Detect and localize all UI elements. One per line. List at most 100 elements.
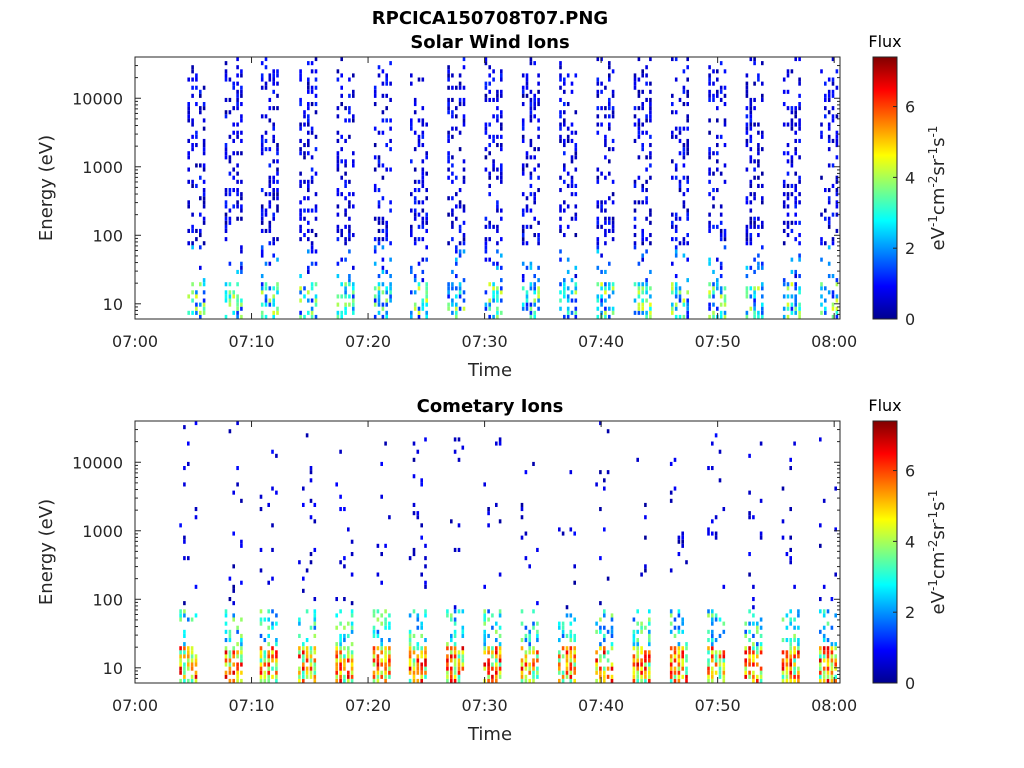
spectrogram-cell [637, 290, 641, 295]
spectrogram-cell [183, 646, 186, 651]
spectrogram-cell [649, 143, 652, 148]
x-tick-label: 07:50 [695, 332, 741, 351]
spectrogram-cell [377, 228, 381, 233]
spectrogram-cell [352, 192, 355, 197]
spectrogram-cell [752, 597, 755, 602]
spectrogram-cell [224, 61, 228, 66]
spectrogram-cell [451, 179, 454, 184]
spectrogram-cell [781, 486, 785, 491]
spectrogram-cell [420, 572, 423, 577]
spectrogram-cell [498, 670, 502, 675]
spectrogram-cell [573, 646, 576, 651]
spectrogram-cell [191, 65, 194, 70]
spectrogram-cell [603, 678, 606, 683]
spectrogram-cell [782, 89, 786, 94]
spectrogram-cell [183, 425, 186, 430]
spectrogram-cell [424, 670, 427, 675]
spectrogram-cell [377, 188, 381, 193]
spectrogram-cell [797, 678, 800, 683]
spectrogram-cell [644, 670, 647, 675]
spectrogram-cell [199, 89, 202, 94]
spectrogram-cell [712, 196, 715, 201]
spectrogram-cell [820, 257, 823, 262]
spectrogram-cell [267, 650, 270, 655]
spectrogram-cell [447, 290, 450, 295]
spectrogram-cell [559, 114, 562, 119]
spectrogram-cell [276, 237, 279, 242]
spectrogram-cell [187, 646, 190, 651]
x-tick-label: 08:00 [811, 332, 857, 351]
spectrogram-cell [352, 282, 355, 287]
spectrogram-cell [380, 580, 383, 585]
spectrogram-cell [716, 93, 719, 98]
spectrogram-cell [310, 175, 314, 180]
spectrogram-cell [348, 93, 351, 98]
spectrogram-cell [380, 670, 383, 675]
spectrogram-cell [674, 274, 678, 279]
spectrogram-cell [388, 658, 391, 663]
spectrogram-cell [648, 662, 651, 667]
spectrogram-cell [194, 662, 198, 667]
spectrogram-cell [260, 73, 264, 78]
spectrogram-cell [299, 73, 302, 78]
spectrogram-cell [641, 106, 644, 111]
x-tick-label: 07:40 [578, 332, 624, 351]
spectrogram-cell [714, 670, 718, 675]
spectrogram-cell [559, 97, 562, 102]
spectrogram-cell [608, 286, 611, 291]
spectrogram-cell [488, 257, 491, 262]
spectrogram-cell [389, 208, 392, 213]
spectrogram-cell [819, 662, 822, 667]
spectrogram-cell [574, 73, 578, 78]
spectrogram-cell [532, 666, 535, 671]
spectrogram-cell [794, 151, 797, 156]
spectrogram-cell [232, 654, 235, 659]
spectrogram-cell [561, 629, 565, 634]
spectrogram-cell [381, 216, 385, 221]
spectrogram-cell [343, 646, 346, 651]
spectrogram-cell [525, 151, 529, 156]
spectrogram-cell [645, 179, 648, 184]
spectrogram-cell [202, 302, 206, 307]
spectrogram-cell [487, 646, 490, 651]
spectrogram-cell [611, 179, 615, 184]
spectrogram-cell [240, 245, 243, 250]
spectrogram-cell [798, 253, 801, 258]
spectrogram-cell [673, 457, 677, 462]
spectrogram-cell [303, 155, 306, 160]
x-tick-label: 07:10 [228, 332, 274, 351]
spectrogram-cell [491, 666, 494, 671]
spectrogram-cell [830, 646, 834, 651]
spectrogram-cell [606, 666, 610, 671]
spectrogram-cell [830, 597, 834, 602]
spectrogram-cell [195, 85, 198, 90]
spectrogram-cell [574, 310, 578, 315]
spectrogram-cell [648, 650, 651, 655]
spectrogram-cell [385, 220, 388, 225]
spectrogram-cell [339, 642, 342, 647]
spectrogram-cell [313, 674, 317, 679]
spectrogram-cell [824, 106, 827, 111]
spectrogram-cell [410, 118, 413, 123]
spectrogram-cell [798, 302, 801, 307]
spectrogram-cell [373, 294, 377, 299]
spectrogram-cell [416, 666, 420, 671]
spectrogram-cell [749, 159, 753, 164]
spectrogram-cell [761, 294, 764, 299]
spectrogram-cell [753, 257, 756, 262]
spectrogram-cell [385, 302, 388, 307]
spectrogram-cell [682, 126, 686, 131]
spectrogram-cell [525, 265, 529, 270]
spectrogram-cell [632, 617, 636, 622]
spectrogram-cell [649, 233, 652, 238]
spectrogram-cell [827, 245, 831, 250]
spectrogram-cell [712, 97, 715, 102]
spectrogram-cell [753, 306, 756, 311]
spectrogram-cell [498, 646, 502, 651]
spectrogram-cell [484, 290, 488, 295]
spectrogram-cell [632, 666, 636, 671]
spectrogram-cell [484, 85, 488, 90]
spectrogram-cell [678, 179, 682, 184]
spectrogram-cell [381, 302, 385, 307]
spectrogram-cell [421, 134, 425, 139]
